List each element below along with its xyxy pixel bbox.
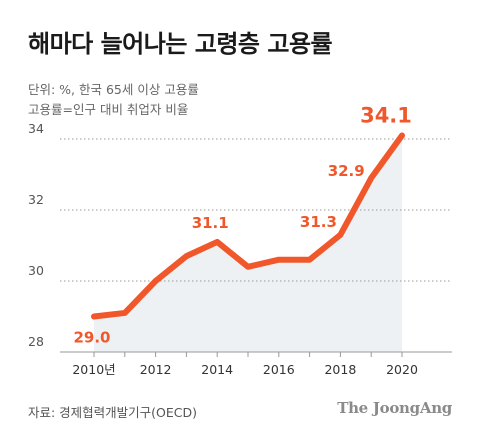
x-tick-label-2016: 2016 [263,362,295,377]
area-fill [94,135,402,352]
data-label-2018: 31.3 [300,213,337,231]
data-label-2010: 29.0 [73,329,110,347]
data-label-2019: 32.9 [328,162,365,180]
y-tick-label-34: 34 [28,121,44,136]
y-tick-label-32: 32 [28,192,44,207]
x-tick-label-2014: 2014 [201,362,233,377]
source-note: 자료: 경제협력개발기구(OECD) [28,405,198,420]
data-label-2020: 34.1 [360,103,412,127]
x-tick-label-2018: 2018 [324,362,356,377]
x-tick-label-2020: 2020 [386,362,418,377]
series-line [91,132,405,320]
unit-note: 단위: %, 한국 65세 이상 고용률 [28,82,199,97]
x-tick-label-2012: 2012 [140,362,172,377]
y-tick-label-28: 28 [28,334,44,349]
x-tick-label-2010: 2010년 [72,362,115,377]
y-tick-label-30: 30 [28,263,44,278]
definition-note: 고용률=인구 대비 취업자 비율 [28,102,189,117]
brand-logo: The JoongAng [337,399,452,417]
data-label-2014: 31.1 [192,214,229,232]
chart-title: 해마다 늘어나는 고령층 고용률 [28,30,333,58]
